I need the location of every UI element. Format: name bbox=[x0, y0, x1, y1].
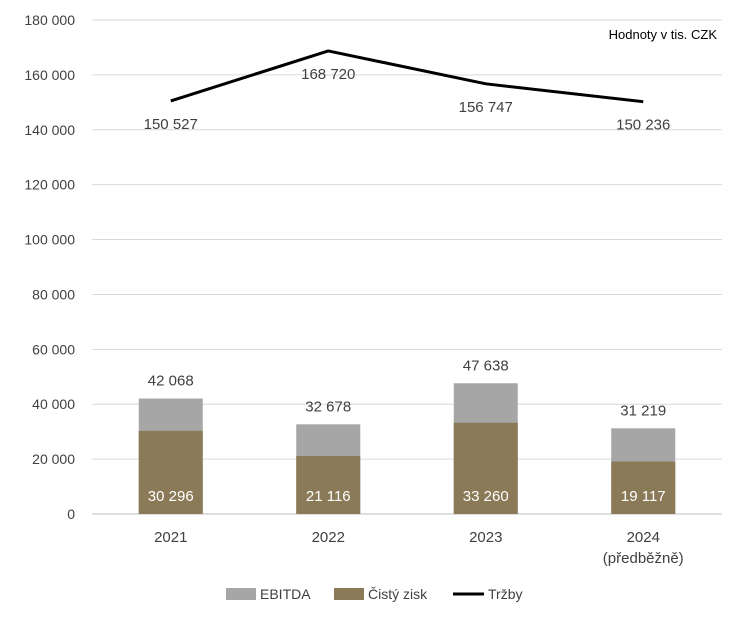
trzby-data-label: 150 527 bbox=[144, 116, 198, 133]
y-axis-tick-labels: 0 20 000 40 000 60 000 80 000 100 000 120 000 1… bbox=[24, 12, 75, 522]
y-tick-label: 140 000 bbox=[24, 122, 75, 138]
trzby-line bbox=[170, 49, 644, 104]
bars bbox=[138, 383, 676, 514]
legend-label-cisty-zisk: Čistý zisk bbox=[368, 586, 428, 602]
y-tick-label: 0 bbox=[67, 506, 75, 522]
y-tick-label: 180 000 bbox=[24, 12, 75, 28]
y-tick-label: 80 000 bbox=[32, 286, 75, 302]
ebitda-data-label: 32 678 bbox=[305, 398, 351, 415]
cisty-zisk-data-label: 21 116 bbox=[306, 488, 351, 505]
ebitda-data-label: 31 219 bbox=[620, 402, 666, 419]
x-tick-label: 2024 bbox=[627, 529, 660, 546]
cisty-zisk-data-label: 30 296 bbox=[148, 488, 194, 505]
cisty-zisk-data-label: 19 117 bbox=[621, 488, 666, 505]
y-tick-label: 100 000 bbox=[24, 232, 75, 248]
x-tick-label: 2022 bbox=[312, 529, 345, 546]
x-tick-label: 2021 bbox=[154, 529, 187, 546]
legend: EBITDA Čistý zisk Tržby bbox=[226, 586, 522, 602]
trzby-data-label: 150 236 bbox=[616, 117, 670, 134]
ebitda-data-label: 42 068 bbox=[148, 373, 194, 390]
ebitda-data-label: 47 638 bbox=[463, 357, 509, 374]
x-tick-label: 2023 bbox=[469, 529, 502, 546]
y-tick-label: 20 000 bbox=[32, 451, 75, 467]
line-series bbox=[170, 49, 644, 104]
y-tick-label: 60 000 bbox=[32, 341, 75, 357]
x-axis-tick-labels: 2021 2022 2023 2024 (předběžně) bbox=[154, 529, 684, 567]
cisty-zisk-bar bbox=[453, 422, 518, 514]
cisty-zisk-bar bbox=[611, 461, 676, 514]
legend-label-trzby: Tržby bbox=[488, 586, 522, 602]
y-tick-label: 40 000 bbox=[32, 396, 75, 412]
legend-swatch-ebitda bbox=[226, 588, 256, 600]
units-annotation: Hodnoty v tis. CZK bbox=[609, 27, 718, 42]
trzby-data-label: 168 720 bbox=[301, 66, 355, 83]
y-tick-label: 120 000 bbox=[24, 177, 75, 193]
legend-label-ebitda: EBITDA bbox=[260, 586, 311, 602]
cisty-zisk-bar bbox=[296, 456, 361, 514]
x-tick-sublabel: (předběžně) bbox=[603, 550, 684, 567]
legend-swatch-cisty-zisk bbox=[334, 588, 364, 600]
trzby-data-label: 156 747 bbox=[459, 99, 513, 116]
cisty-zisk-bar bbox=[138, 430, 203, 514]
cisty-zisk-data-label: 33 260 bbox=[463, 488, 509, 505]
data-labels: 42 068 30 296 32 678 21 116 47 638 33 260 31 2… bbox=[144, 66, 671, 505]
y-tick-label: 160 000 bbox=[24, 67, 75, 83]
